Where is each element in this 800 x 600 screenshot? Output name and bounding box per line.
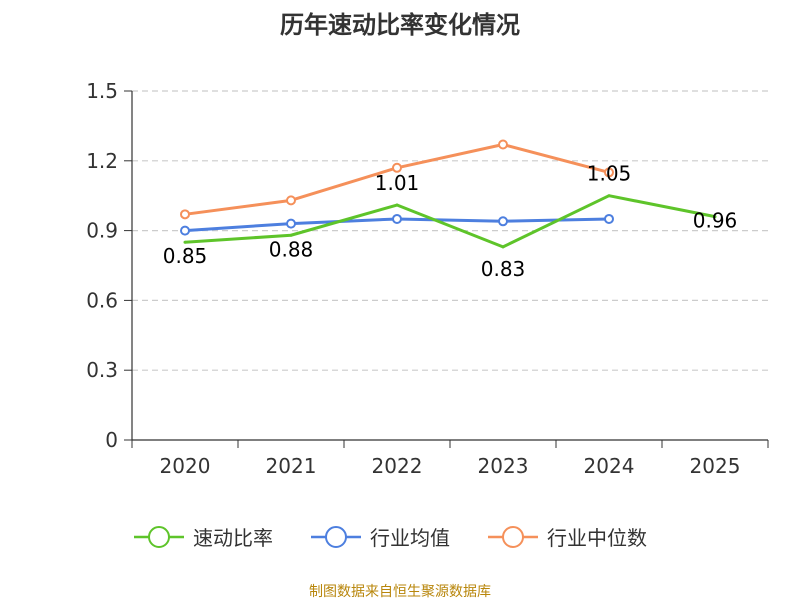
series-point (713, 215, 717, 219)
series-point (501, 245, 505, 249)
y-tick-label: 1.5 (86, 79, 118, 103)
series-point (604, 213, 614, 224)
x-tick-label: 2022 (372, 454, 423, 478)
y-tick-label: 1.2 (86, 149, 118, 173)
legend-label: 行业均值 (370, 526, 450, 550)
x-tick-label: 2023 (478, 454, 529, 478)
series-point (604, 167, 614, 178)
legend-item-industry-median[interactable]: 行业中位数 (488, 526, 647, 550)
y-tick-label: 0.9 (86, 219, 118, 243)
y-tick-label: 0.6 (86, 288, 118, 312)
data-label: 1.01 (375, 171, 420, 195)
data-source-note: 制图数据来自恒生聚源数据库 (309, 584, 491, 600)
series-point (392, 213, 402, 224)
series-point (183, 240, 187, 244)
data-label: 0.85 (163, 244, 208, 268)
axes (131, 91, 768, 441)
x-tick-label: 2025 (690, 454, 741, 478)
data-labels: 0.85 0.88 1.01 0.83 1.05 0.96 (163, 162, 738, 281)
legend-circle-icon (325, 526, 347, 548)
grid-lines (132, 90, 768, 371)
x-tick-label: 2024 (584, 454, 635, 478)
x-tick-label: 2021 (266, 454, 317, 478)
series-point (498, 216, 508, 227)
legend-circle-icon (148, 526, 170, 548)
data-label: 1.05 (587, 162, 632, 186)
legend-label: 行业中位数 (547, 526, 647, 550)
series-point (395, 203, 399, 207)
series-point (180, 225, 190, 236)
y-tick-label: 0 (105, 428, 118, 452)
y-axis-ticks: 0 0.3 0.6 0.9 1.2 1.5 (86, 79, 132, 452)
legend-label: 速动比率 (193, 526, 273, 550)
series-point (498, 139, 508, 150)
legend-circle-icon (502, 526, 524, 548)
data-label: 0.96 (693, 209, 738, 233)
legend-item-industry-mean[interactable]: 行业均值 (311, 526, 450, 550)
legend-item-quick-ratio[interactable]: 速动比率 (134, 526, 273, 550)
series-point (392, 162, 402, 173)
series-point (180, 209, 190, 220)
series-point (607, 194, 611, 198)
x-axis-ticks: 2020 2021 2022 2023 2024 2025 (131, 440, 769, 478)
data-label: 0.88 (269, 237, 314, 261)
series-point (286, 195, 296, 206)
y-tick-label: 0.3 (86, 358, 118, 382)
series-line-quick-ratio (184, 194, 716, 249)
series-point (286, 218, 296, 229)
legend[interactable]: 速动比率 行业均值 行业中位数 (134, 526, 647, 550)
data-label: 0.83 (481, 257, 526, 281)
chart-title: 历年速动比率变化情况 (280, 11, 520, 39)
series-point (289, 233, 293, 237)
x-tick-label: 2020 (160, 454, 211, 478)
series-layer (180, 139, 717, 249)
